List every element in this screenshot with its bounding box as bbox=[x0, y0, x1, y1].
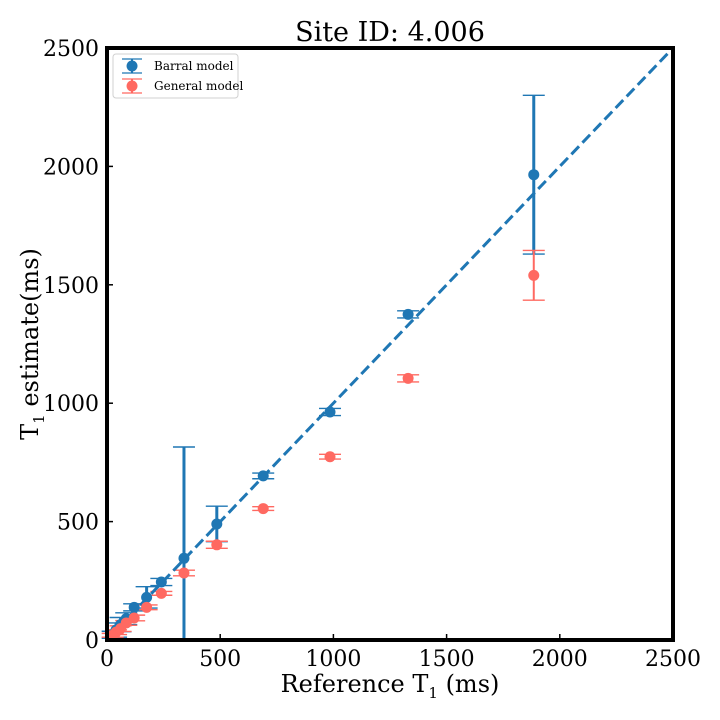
general-point-7 bbox=[178, 567, 190, 579]
legend-item-barral: Barral model bbox=[122, 58, 234, 74]
x-axis-label-unit: (ms) bbox=[438, 670, 499, 698]
y-axis-label: T1 estimate(ms) bbox=[16, 248, 48, 440]
barral-point-6 bbox=[155, 576, 167, 588]
y-tick-label-1: 500 bbox=[57, 511, 99, 536]
x-tick-label-4: 2000 bbox=[532, 647, 588, 672]
y-tick-label-3: 1500 bbox=[43, 274, 99, 299]
y-axis-label-subscript: 1 bbox=[30, 414, 48, 424]
legend-barral-marker bbox=[126, 60, 138, 72]
legend-box bbox=[112, 53, 239, 99]
x-tick-label-2: 1000 bbox=[305, 647, 361, 672]
x-tick-label-5: 2500 bbox=[645, 647, 701, 672]
chart-title-text: Site ID: 4.006 bbox=[295, 17, 485, 48]
barral-point-4 bbox=[128, 601, 140, 613]
general-point-8 bbox=[211, 539, 223, 551]
legend-general-label: General model bbox=[154, 79, 243, 93]
x-tick-label-0: 0 bbox=[100, 647, 114, 672]
general-point-10 bbox=[324, 451, 336, 463]
legend: Barral model General model bbox=[112, 53, 243, 99]
y-tick-label-2: 1000 bbox=[43, 392, 99, 417]
y-tick-label-5: 2500 bbox=[43, 37, 99, 62]
axis-ticks-layer: 0 500 1000 1500 2000 2500 0 500 1000 1500 2000 2500 bbox=[43, 37, 701, 672]
general-point-9 bbox=[257, 503, 269, 515]
legend-item-general: General model bbox=[122, 78, 243, 94]
general-point-3 bbox=[120, 617, 132, 629]
y-tick-label-0: 0 bbox=[85, 629, 99, 654]
general-point-12 bbox=[528, 269, 540, 281]
general-point-5 bbox=[141, 601, 153, 613]
identity-line bbox=[105, 46, 675, 642]
general-point-11 bbox=[402, 372, 414, 384]
plot-frame bbox=[105, 46, 675, 642]
x-tick-label-1: 500 bbox=[199, 647, 241, 672]
x-axis-label-main: Reference T bbox=[281, 670, 429, 698]
barral-point-8 bbox=[211, 518, 223, 530]
chart-title: Site ID: 4.006 bbox=[295, 17, 485, 48]
barral-point-11 bbox=[402, 308, 414, 320]
barral-point-12 bbox=[528, 169, 540, 181]
x-tick-label-3: 1500 bbox=[419, 647, 475, 672]
barral-point-9 bbox=[257, 470, 269, 482]
general-point-4 bbox=[128, 612, 140, 624]
error-bars-layer bbox=[101, 94, 545, 642]
barral-point-10 bbox=[324, 406, 336, 418]
general-point-6 bbox=[155, 587, 167, 599]
y-axis-label-unit: estimate(ms) bbox=[16, 248, 44, 414]
legend-barral-label: Barral model bbox=[154, 59, 234, 73]
barral-point-7 bbox=[178, 552, 190, 564]
y-axis-label-main: T bbox=[16, 424, 44, 440]
y-tick-label-4: 2000 bbox=[43, 155, 99, 180]
barral-point-5 bbox=[141, 591, 153, 603]
data-points-layer bbox=[107, 169, 540, 641]
x-axis-label-subscript: 1 bbox=[428, 684, 438, 702]
x-axis-label: Reference T1 (ms) bbox=[281, 670, 500, 702]
legend-general-marker bbox=[126, 80, 138, 92]
